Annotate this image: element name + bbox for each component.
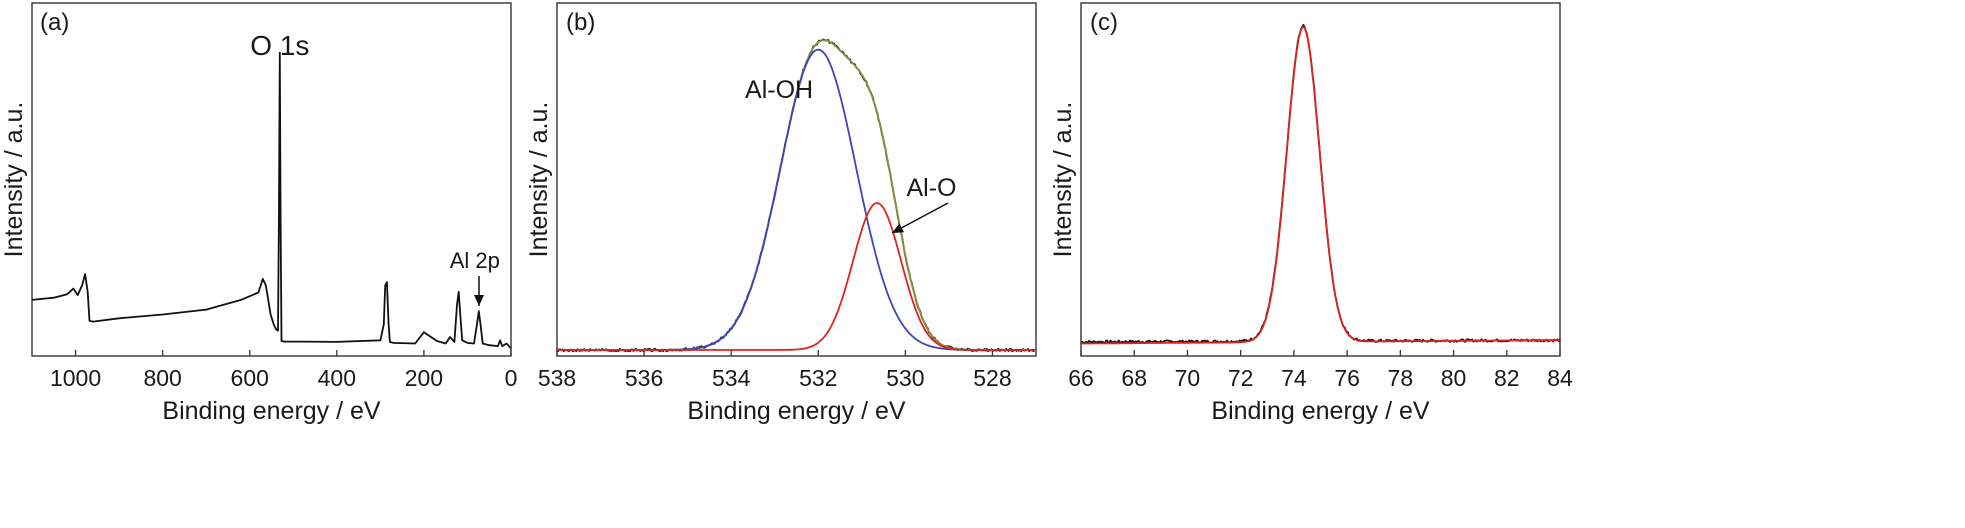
panel-c: 66 68 70 72 74 76 78 80 82 84 Binding energy / eV I… xyxy=(1049,2,1573,425)
peak-annotation: O 1s xyxy=(250,30,309,61)
x-tick-label: 78 xyxy=(1388,365,1414,391)
series-line-0 xyxy=(31,51,512,350)
panel-label: (c) xyxy=(1090,9,1118,36)
x-tick-label: 532 xyxy=(799,365,837,391)
annotation-arrowhead xyxy=(892,223,905,233)
x-tick-label: 72 xyxy=(1228,365,1254,391)
x-tick-label: 70 xyxy=(1175,365,1201,391)
x-tick-label: 76 xyxy=(1334,365,1360,391)
x-tick-label: 66 xyxy=(1068,365,1094,391)
annotation-arrowhead xyxy=(474,295,484,306)
peak-annotation: Al-OH xyxy=(745,76,813,104)
y-axis-label: Intensity / a.u. xyxy=(0,102,28,258)
series-line-1 xyxy=(1081,26,1560,345)
x-axis-label: Binding energy / eV xyxy=(162,397,381,425)
x-tick-label: 600 xyxy=(231,365,269,391)
x-tick-label: 400 xyxy=(318,365,356,391)
panel-label: (b) xyxy=(566,9,595,36)
plot-frame xyxy=(31,2,512,357)
panel-label: (a) xyxy=(40,9,69,36)
x-tick-label: 80 xyxy=(1441,365,1467,391)
x-tick-label: 538 xyxy=(538,365,576,391)
x-tick-label: 82 xyxy=(1494,365,1520,391)
x-tick-label: 1000 xyxy=(50,365,101,391)
series-line-3 xyxy=(557,202,1036,351)
x-axis-label: Binding energy / eV xyxy=(1211,397,1430,425)
x-tick-label: 84 xyxy=(1547,365,1573,391)
x-tick-label: 0 xyxy=(505,365,518,391)
x-tick-label: 528 xyxy=(973,365,1011,391)
x-tick-label: 200 xyxy=(405,365,443,391)
y-axis-label: Intensity / a.u. xyxy=(1049,102,1077,258)
y-axis-label: Intensity / a.u. xyxy=(525,102,553,258)
plot-frame xyxy=(556,2,1037,357)
x-tick-label: 74 xyxy=(1281,365,1307,391)
peak-annotation: Al-O xyxy=(906,174,956,202)
x-tick-label: 800 xyxy=(143,365,181,391)
x-tick-label: 530 xyxy=(886,365,924,391)
x-tick-label: 68 xyxy=(1121,365,1147,391)
panel-a: 1000 800 600 400 200 0 Binding energy / eV Inte… xyxy=(0,2,518,425)
plot-frame xyxy=(1080,2,1561,357)
x-tick-label: 534 xyxy=(712,365,751,391)
series-line-0 xyxy=(1080,24,1561,344)
peak-annotation: Al 2p xyxy=(450,248,500,273)
x-tick-label: 536 xyxy=(625,365,663,391)
panel-b: 538 536 534 532 530 528 Binding energy / eV Int… xyxy=(525,2,1037,425)
x-axis-label: Binding energy / eV xyxy=(687,397,906,425)
